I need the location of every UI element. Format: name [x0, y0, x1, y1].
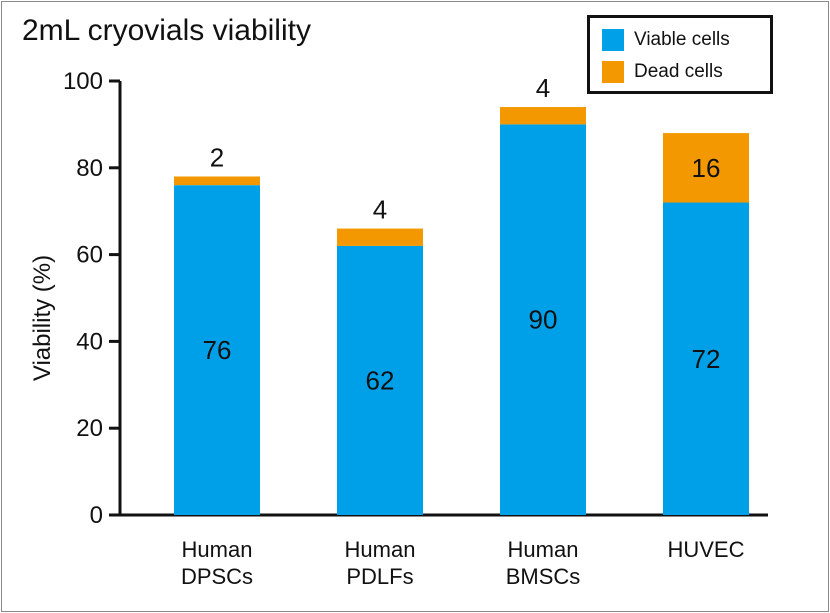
legend-label-dead: Dead cells — [634, 61, 723, 82]
legend-item-viable: Viable cells — [602, 28, 730, 52]
bar-viable — [337, 245, 423, 516]
legend-swatch-dead — [602, 61, 624, 83]
data-label-dead: 4 — [373, 195, 387, 225]
bars — [174, 107, 749, 516]
legend-item-dead: Dead cells — [602, 60, 723, 84]
legend: Viable cells Dead cells — [587, 15, 773, 94]
data-label-viable: 72 — [692, 344, 721, 374]
bar-viable — [663, 202, 749, 515]
bar-dead — [500, 107, 586, 125]
axes: 020406080100HumanDPSCsHumanPDLFsHumanBMS… — [63, 68, 768, 589]
x-tick-label: Human — [508, 537, 579, 562]
y-tick-label: 60 — [76, 242, 103, 269]
bar-viable — [174, 185, 260, 515]
data-labels: 76 2 62 4 90 4 72 16 — [203, 73, 721, 395]
data-label-dead: 4 — [536, 73, 550, 103]
bar-dead — [663, 133, 749, 203]
data-label-viable: 76 — [203, 335, 232, 365]
y-tick-label: 80 — [76, 155, 103, 182]
data-label-dead: 16 — [692, 153, 721, 183]
bar-dead — [174, 176, 260, 186]
x-tick-label: Human — [182, 537, 253, 562]
x-tick-label: BMSCs — [506, 564, 581, 589]
data-label-viable: 90 — [529, 305, 558, 335]
x-tick-label: HUVEC — [667, 537, 744, 562]
x-tick-label: Human — [345, 537, 416, 562]
legend-label-viable: Viable cells — [634, 29, 730, 50]
y-axis-label: Viability (%) — [29, 255, 56, 381]
y-tick-label: 100 — [63, 68, 103, 95]
y-tick-label: 20 — [76, 415, 103, 442]
data-label-viable: 62 — [366, 365, 395, 395]
legend-swatch-viable — [602, 29, 624, 51]
y-tick-label: 0 — [90, 502, 103, 529]
y-tick-label: 40 — [76, 328, 103, 355]
bar-dead — [337, 228, 423, 246]
x-tick-label: PDLFs — [346, 564, 413, 589]
x-tick-label: DPSCs — [181, 564, 253, 589]
chart-title: 2mL cryovials viability — [22, 14, 311, 47]
bar-viable — [500, 124, 586, 516]
data-label-dead: 2 — [210, 142, 224, 172]
